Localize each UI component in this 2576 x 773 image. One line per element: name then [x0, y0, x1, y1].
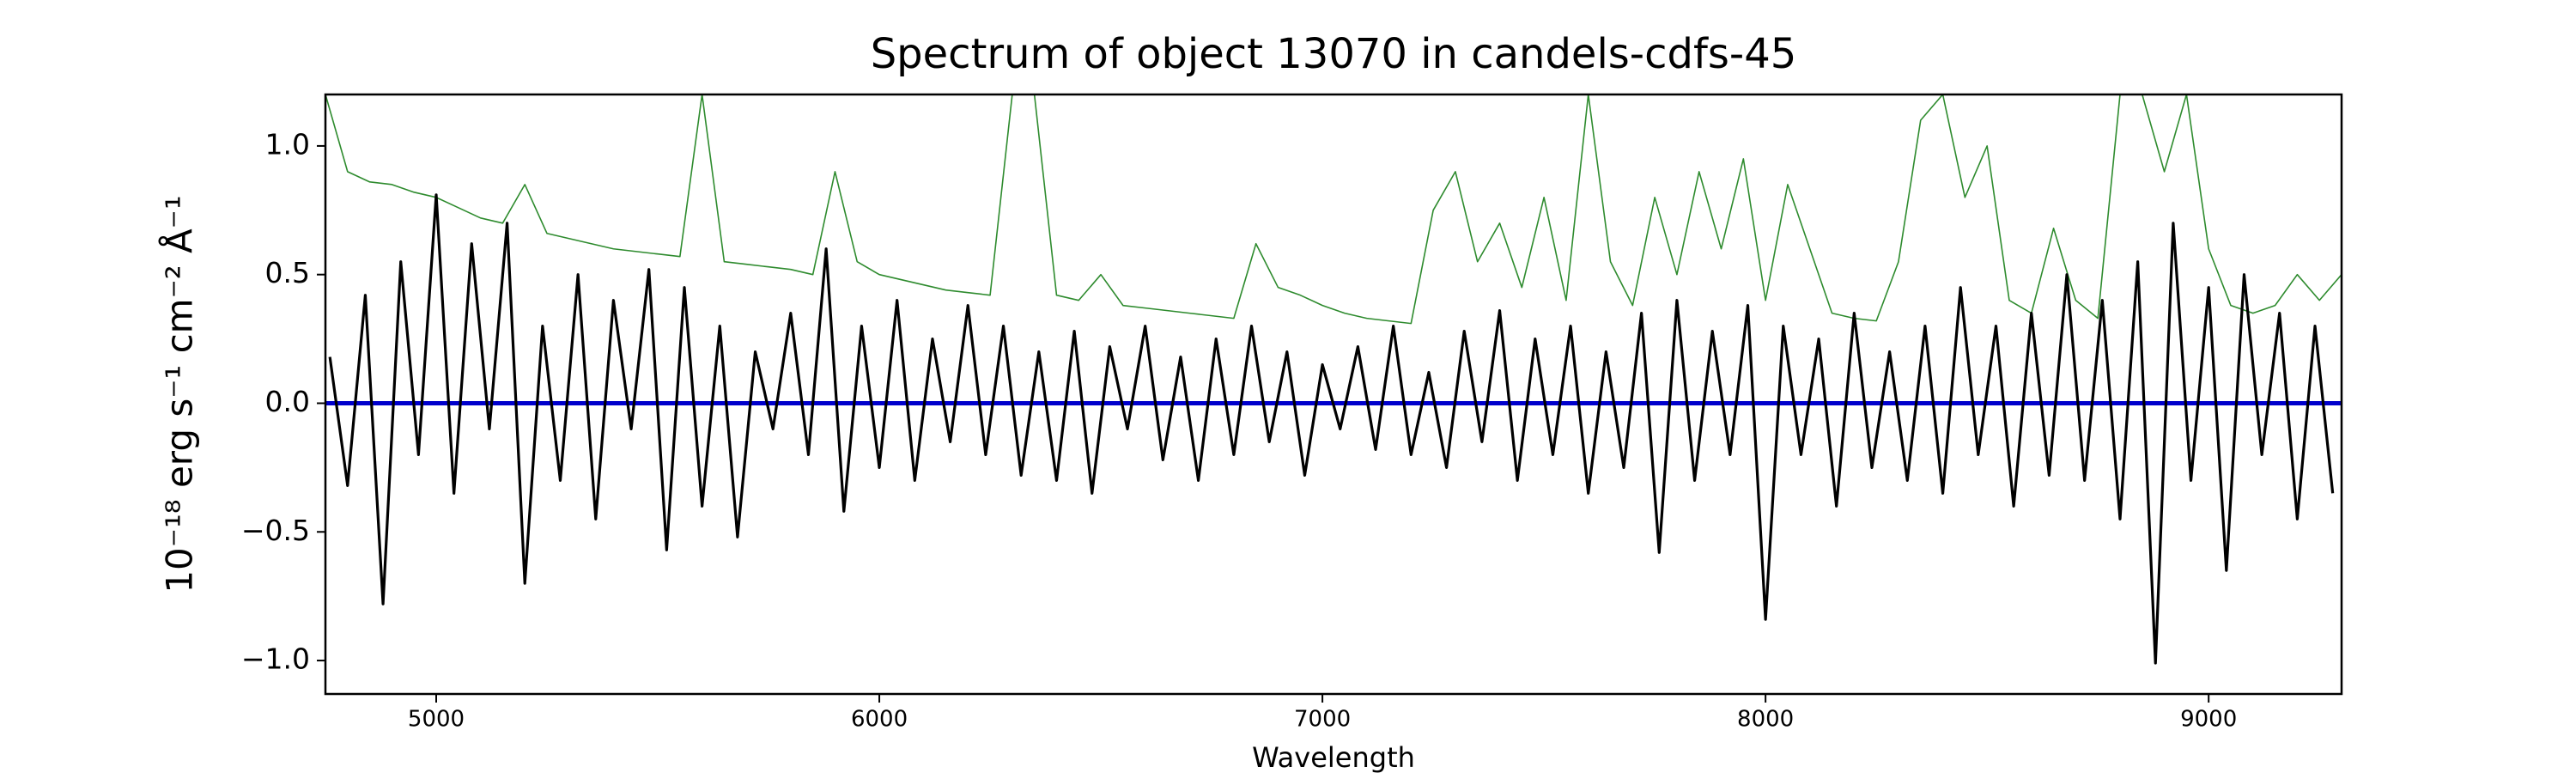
y-tick-label: 0.0 [265, 385, 310, 418]
y-axis-label: 10⁻¹⁸ erg s⁻¹ cm⁻² Å⁻¹ [158, 195, 201, 593]
x-axis-label: Wavelength [1252, 741, 1415, 773]
x-tick-label: 6000 [851, 707, 908, 733]
plot-frame [324, 93, 2343, 696]
spectrum-line [325, 94, 2342, 325]
x-tick-label: 5000 [408, 707, 465, 733]
x-tick-label: 9000 [2180, 707, 2237, 733]
y-tick-label: 1.0 [265, 127, 310, 161]
y-tick-label: −1.0 [241, 642, 310, 676]
plot-area [325, 94, 2342, 665]
chart-title: Spectrum of object 13070 in candels-cdfs… [871, 30, 1797, 78]
x-tick-label: 8000 [1737, 707, 1794, 733]
y-tick-label: −0.5 [241, 514, 310, 547]
spectrum-line [328, 193, 2335, 665]
y-tick-label: 0.5 [265, 256, 310, 289]
x-tick-label: 7000 [1294, 707, 1351, 733]
